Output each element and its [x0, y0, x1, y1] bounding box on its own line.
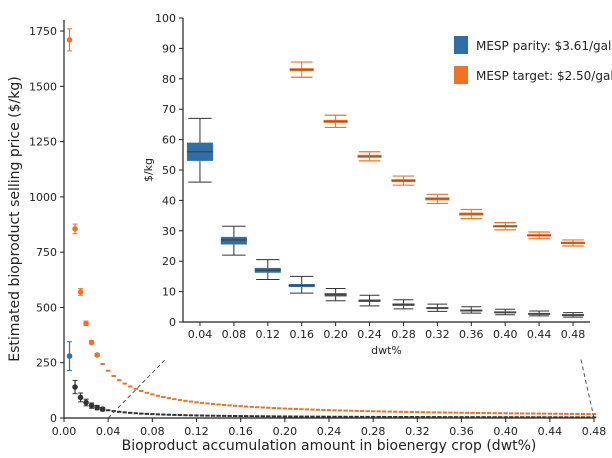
main-y-tick-label: 0	[50, 412, 57, 425]
main-point	[99, 406, 106, 412]
main-point	[66, 353, 73, 359]
inset-y-tick-label: 90	[162, 42, 176, 55]
main-x-tick-label: 0.00	[52, 425, 77, 438]
inset-y-tick-label: 100	[155, 12, 176, 25]
legend-swatch-parity	[454, 36, 468, 54]
main-point	[66, 37, 73, 43]
main-x-tick-label: 0.16	[228, 425, 253, 438]
inset-x-tick-label: 0.12	[256, 328, 281, 341]
inset-x-tick-label: 0.16	[289, 328, 314, 341]
main-point	[94, 404, 100, 411]
main-point	[88, 402, 95, 409]
inset-y-tick-label: 70	[162, 103, 176, 116]
main-x-tick-label: 0.48	[582, 425, 607, 438]
inset-x-tick-label: 0.36	[459, 328, 484, 341]
inset-y-tick-label: 10	[162, 286, 176, 299]
main-x-tick-label: 0.08	[140, 425, 165, 438]
inset-x-tick-label: 0.28	[391, 328, 416, 341]
inset-x-tick-label: 0.04	[188, 328, 213, 341]
legend: MESP parity: $3.61/gal MESP target: $2.5…	[454, 36, 612, 84]
main-x-tick-label: 0.28	[361, 425, 386, 438]
inset-x-tick-label: 0.08	[222, 328, 247, 341]
main-y-tick-label: 500	[36, 301, 57, 314]
main-x-tick-label: 0.04	[96, 425, 121, 438]
inset-x-tick-label: 0.32	[425, 328, 450, 341]
inset-x-tick-label: 0.20	[323, 328, 348, 341]
inset-y-tick-label: 0	[169, 316, 176, 329]
zoom-connector-left	[107, 323, 201, 419]
inset-x-tick-label: 0.40	[493, 328, 518, 341]
inset-x-tick-label: 0.24	[357, 328, 382, 341]
main-point	[77, 289, 84, 295]
main-point	[88, 339, 95, 346]
main-x-axis-label: Bioproduct accumulation amount in bioene…	[122, 438, 537, 454]
main-point	[83, 320, 89, 327]
inset-y-tick-label: 30	[162, 225, 176, 238]
main-x-tick-label: 0.44	[538, 425, 563, 438]
main-y-tick-label: 1000	[29, 191, 57, 204]
inset-x-axis-label: dwt%	[371, 344, 402, 357]
main-point	[72, 226, 78, 232]
main-x-tick-label: 0.40	[493, 425, 518, 438]
main-y-tick-label: 250	[36, 357, 57, 370]
inset-y-tick-label: 50	[162, 164, 176, 177]
inset-y-axis-label: $/kg	[142, 158, 155, 182]
legend-label-parity: MESP parity: $3.61/gal	[476, 39, 611, 53]
inset-x-tick-label: 0.48	[561, 328, 586, 341]
inset-y-tick-label: 40	[162, 194, 176, 207]
main-x-tick-label: 0.20	[273, 425, 298, 438]
inset-chart: 0.04 0.08 0.12 0.16 0.20 0.24 0.28 0.32 0.36 0.40…	[143, 8, 598, 358]
inset-y-tick-label: 80	[162, 73, 176, 86]
main-y-tick-label: 1250	[29, 136, 57, 149]
main-point	[72, 384, 78, 390]
main-point	[94, 352, 100, 358]
legend-label-target: MESP target: $2.50/gal	[476, 69, 612, 83]
legend-swatch-target	[454, 66, 468, 84]
main-y-axis-label: Estimated bioproduct selling price ($/kg…	[7, 76, 23, 361]
main-x-tick-label: 0.24	[317, 425, 342, 438]
main-x-tick-label: 0.12	[184, 425, 209, 438]
main-y-tick-label: 750	[36, 246, 57, 259]
inset-y-tick-label: 60	[162, 134, 176, 147]
inset-parity-box	[220, 236, 247, 245]
main-y-tick-label: 1750	[29, 25, 57, 38]
main-chart: 0.00 0.04 0.08 0.12 0.16 0.20 0.24 0.28 0.32 0.36…	[29, 20, 606, 438]
inset-y-tick-label: 20	[162, 255, 176, 268]
main-point	[83, 399, 89, 406]
main-point	[77, 394, 84, 401]
main-y-tick-label: 1500	[29, 80, 57, 93]
main-x-tick-label: 0.32	[405, 425, 430, 438]
main-x-tick-label: 0.36	[449, 425, 474, 438]
inset-x-tick-label: 0.44	[527, 328, 552, 341]
